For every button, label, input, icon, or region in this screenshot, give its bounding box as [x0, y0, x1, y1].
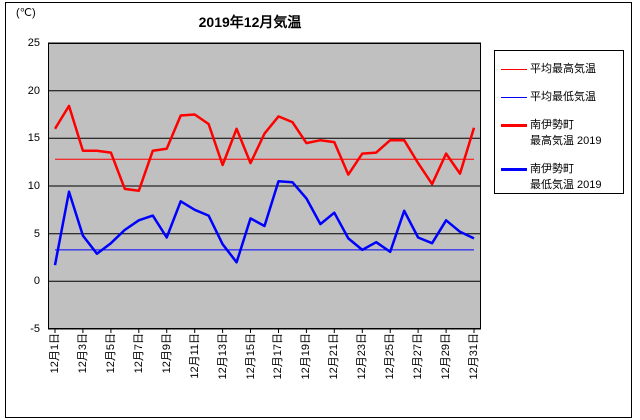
x-axis-tick-label: 12月23日: [356, 333, 369, 380]
avg-max-line-swatch: [501, 61, 527, 77]
x-axis-tick-label: 12月1日: [48, 333, 61, 374]
plot-area: [48, 42, 481, 333]
legend-item-min-2019: 南伊勢町 最低気温 2019: [501, 161, 619, 193]
legend-item-max-2019: 南伊勢町 最高気温 2019: [501, 117, 619, 149]
x-axis-tick-label: 12月15日: [244, 333, 257, 380]
y-axis-tick-label: 10: [27, 180, 40, 192]
x-axis-tick-label: 12月31日: [468, 333, 481, 380]
chart-border-frame: [5, 2, 632, 418]
legend-label: 平均最高気温: [530, 63, 596, 75]
x-axis-tick-label: 12月3日: [76, 333, 89, 374]
x-axis-tick-label: 12月25日: [384, 333, 397, 380]
x-axis-tick-label: 12月5日: [104, 333, 117, 374]
chart-title: 2019年12月気温: [198, 14, 302, 30]
legend-label: 最高気温 2019: [530, 135, 602, 147]
min-2019-line-swatch: [501, 161, 527, 177]
y-axis-tick-label: 0: [33, 275, 40, 288]
x-axis-tick-label: 12月17日: [272, 333, 285, 380]
y-axis-tick-label: 15: [27, 132, 40, 145]
max-2019-line-swatch: [501, 117, 527, 133]
x-axis-tick-label: 12月21日: [328, 333, 341, 380]
y-axis-tick-label: 25: [27, 37, 40, 49]
legend-item-avg-max: 平均最高気温: [501, 61, 619, 77]
y-axis-tick-label: 5: [33, 227, 40, 240]
legend-label: 南伊勢町: [530, 163, 574, 175]
legend-label: 平均最低気温: [530, 91, 596, 103]
y-axis-tick-label: -5: [30, 323, 40, 335]
legend-label: 南伊勢町: [530, 119, 574, 131]
avg-min-line-swatch: [501, 89, 527, 105]
legend: 平均最高気温 平均最低気温 南伊勢町 最高気温 2019 南伊勢町 最低気温 2…: [494, 50, 624, 194]
x-axis-tick-label: 12月27日: [412, 333, 425, 380]
y-axis-tick-label: 20: [27, 84, 40, 97]
x-axis-tick-label: 12月13日: [216, 333, 229, 380]
x-axis-tick-label: 12月19日: [300, 333, 313, 380]
x-axis-tick-label: 12月29日: [440, 333, 453, 380]
legend-label: 最低気温 2019: [530, 179, 602, 191]
x-axis-tick-label: 12月11日: [188, 333, 201, 379]
legend-item-avg-min: 平均最低気温: [501, 89, 619, 105]
x-axis-tick-label: 12月7日: [132, 333, 145, 374]
y-axis-unit-label: (℃): [16, 7, 36, 19]
x-axis-tick-label: 12月9日: [160, 333, 173, 374]
